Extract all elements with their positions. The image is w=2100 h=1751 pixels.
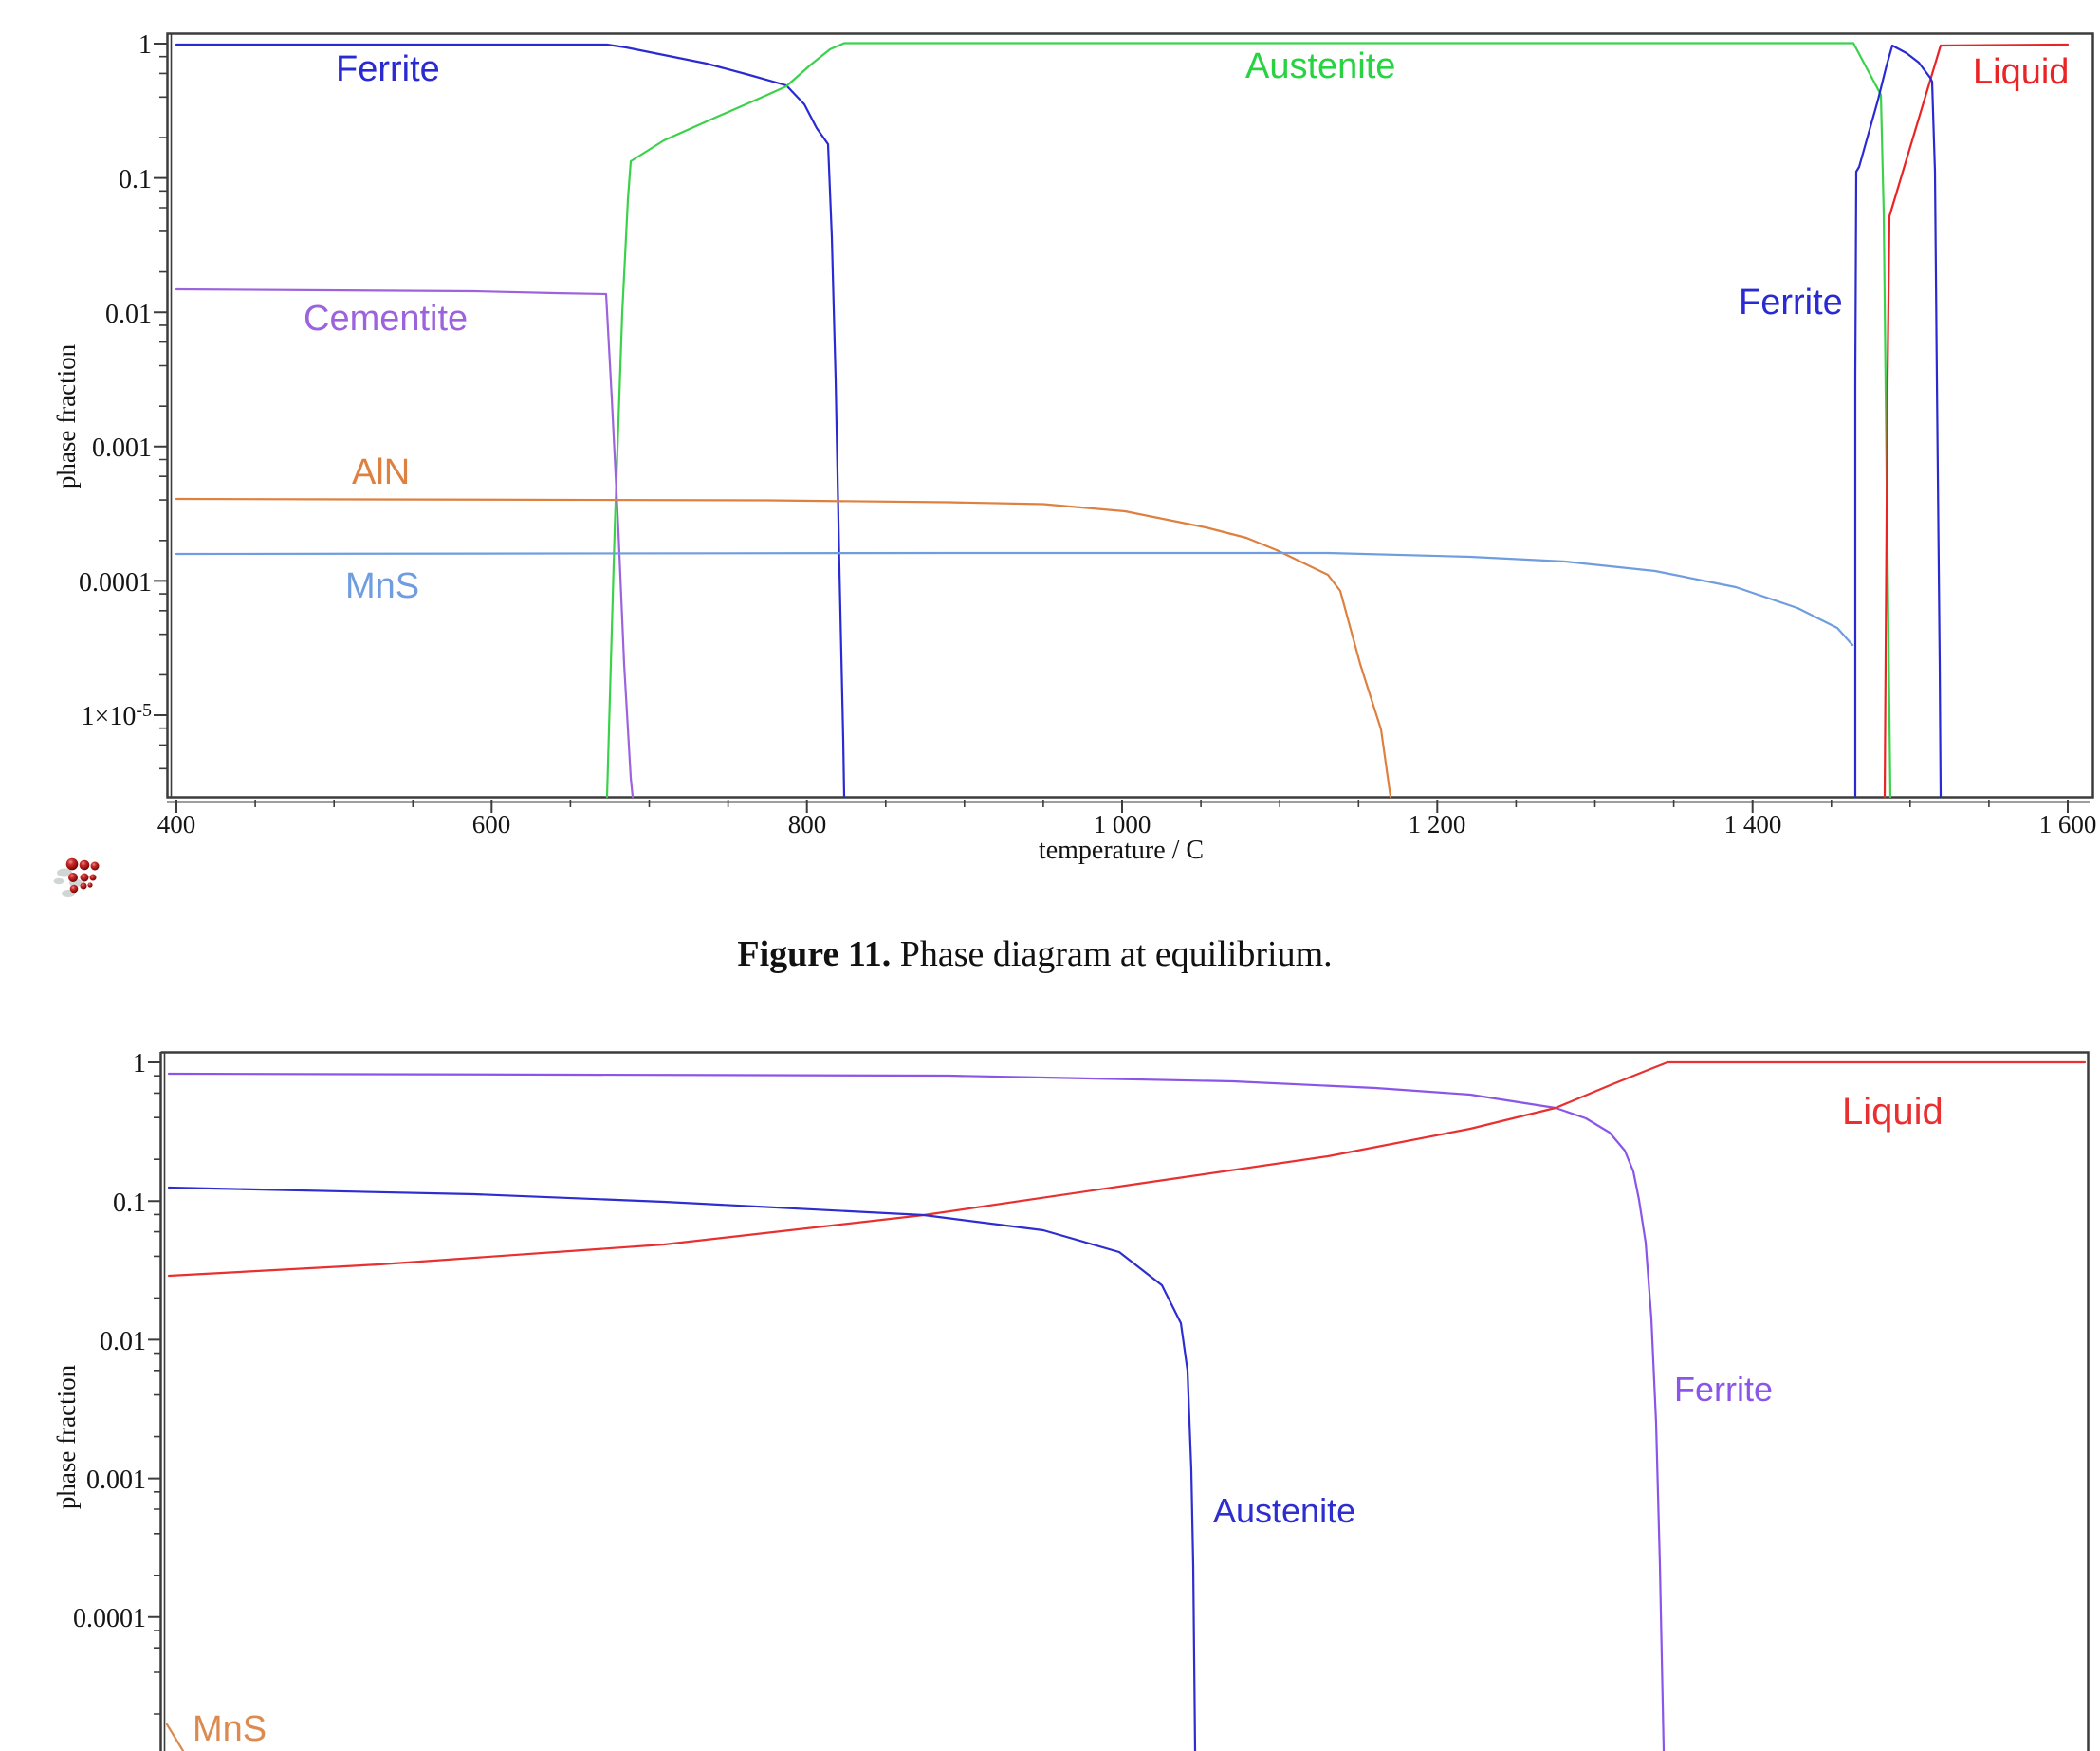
svg-text:1: 1: [138, 30, 152, 60]
svg-text:0.01: 0.01: [105, 300, 152, 329]
svg-text:1 000: 1 000: [1094, 810, 1151, 839]
svg-text:Ferrite: Ferrite: [1674, 1370, 1773, 1409]
svg-text:Liquid: Liquid: [1842, 1091, 1943, 1133]
svg-text:0.0001: 0.0001: [73, 1604, 146, 1633]
svg-text:600: 600: [472, 810, 511, 839]
svg-text:0.001: 0.001: [92, 433, 152, 463]
svg-text:Ferrite: Ferrite: [336, 49, 440, 89]
svg-text:0.0001: 0.0001: [79, 568, 152, 598]
svg-text:Liquid: Liquid: [1973, 52, 2069, 92]
svg-text:Ferrite: Ferrite: [1739, 283, 1843, 323]
svg-text:0.1: 0.1: [119, 165, 152, 194]
svg-text:1 200: 1 200: [1409, 810, 1466, 839]
svg-text:Austenite: Austenite: [1213, 1491, 1355, 1530]
svg-text:1 400: 1 400: [1724, 810, 1782, 839]
svg-text:0.01: 0.01: [100, 1327, 146, 1356]
svg-text:phase fraction: phase fraction: [52, 343, 81, 488]
svg-text:temperature / C: temperature / C: [1039, 836, 1204, 865]
svg-text:phase fraction: phase fraction: [52, 1364, 81, 1509]
svg-text:Cementite: Cementite: [304, 299, 468, 339]
svg-text:AlN: AlN: [352, 452, 410, 492]
svg-text:1 600: 1 600: [2039, 810, 2097, 839]
svg-text:Figure 11. Phase diagram at eq: Figure 11. Phase diagram at equilibrium.: [737, 934, 1332, 974]
svg-text:1: 1: [133, 1049, 146, 1078]
svg-text:Austenite: Austenite: [1245, 46, 1395, 86]
svg-text:400: 400: [157, 810, 196, 839]
svg-text:MnS: MnS: [345, 566, 419, 606]
svg-text:800: 800: [788, 810, 827, 839]
svg-text:0.001: 0.001: [86, 1465, 146, 1495]
svg-text:MnS: MnS: [193, 1709, 267, 1749]
svg-text:1×10-5: 1×10-5: [82, 700, 152, 731]
svg-text:0.1: 0.1: [113, 1189, 146, 1218]
